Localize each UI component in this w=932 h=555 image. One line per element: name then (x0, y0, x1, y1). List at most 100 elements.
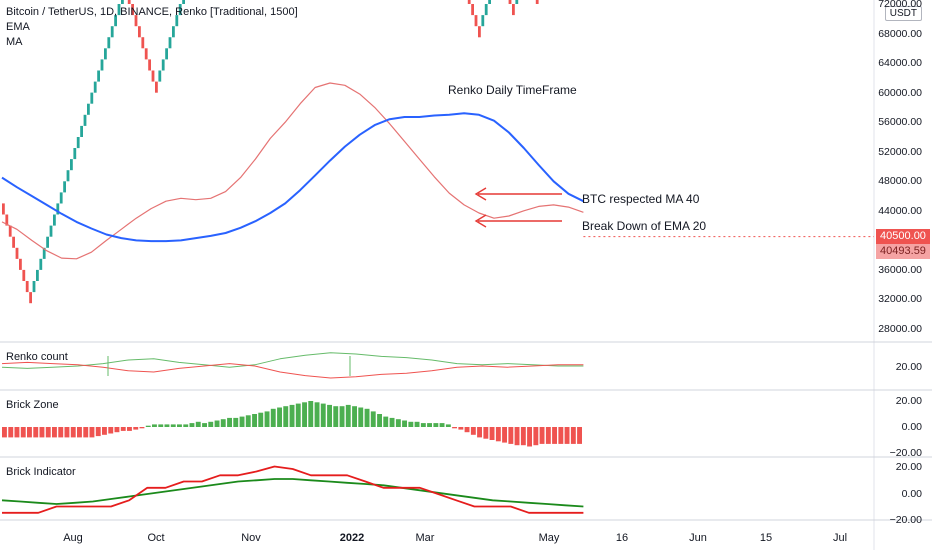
price-axis-tick: 32000.00 (878, 293, 922, 306)
renko-brick-up (42, 247, 46, 259)
currency-unit-button[interactable]: USDT (884, 6, 922, 21)
ema20-line (1, 82, 584, 260)
brick-zone-bar-down (33, 427, 39, 438)
renko-brick-up (76, 137, 80, 149)
renko-brick-down (19, 258, 22, 270)
renko-brick-up (39, 258, 43, 270)
brick-zone-bar-up (358, 407, 364, 427)
renko-brick-up (182, 0, 185, 5)
renko-brick-down (148, 59, 151, 71)
renko-brick-up (70, 159, 73, 171)
renko-brick-down (15, 247, 19, 259)
price-axis-tick: 72000.00 (878, 0, 922, 10)
renko-brick-up (481, 15, 485, 27)
ema-indicator-label[interactable]: EMA (6, 21, 30, 33)
renko-brick-up (66, 170, 70, 182)
renko-brick-up (178, 4, 182, 16)
time-axis-label: Jul (832, 532, 848, 544)
pane-axis-tick: 20.00 (895, 395, 922, 407)
brick-zone-bar-down (127, 427, 132, 431)
brick-zone-bar-down (533, 427, 539, 446)
brick-zone-bar-up (327, 404, 332, 427)
brick-zone-bar-down (95, 427, 101, 437)
renko-brick-up (104, 48, 107, 60)
renko-brick-up (114, 15, 117, 27)
brick-zone-bar-down (539, 427, 545, 444)
brick-zone-bar-up (414, 421, 420, 427)
brick-zone-bar-down (52, 427, 57, 438)
time-axis-label: Nov (241, 532, 261, 544)
ma-value-tag: 40493.59 (876, 244, 930, 259)
renko-brick-down (5, 214, 9, 226)
renko-brick-down (12, 236, 15, 248)
time-axis-label: 15 (759, 532, 773, 544)
renko-brick-up (117, 4, 121, 16)
renko-brick-down (508, 0, 512, 5)
pane-axis-tick: 0.00 (901, 488, 922, 500)
time-axis-label: Jun (689, 532, 707, 544)
renko-count-green-line (1, 352, 584, 369)
renko-brick-down (535, 0, 539, 5)
brick-zone-bar-up (208, 421, 214, 427)
symbol-title: Bitcoin / TetherUS, 1D, BINANCE, Renko [… (6, 6, 298, 18)
renko-brick-down (134, 15, 138, 27)
brick-zone-bar-up (420, 423, 426, 427)
brick-zone-bar-up (270, 408, 276, 427)
brick-zone-bar-up (289, 404, 295, 427)
ma-indicator-label[interactable]: MA (6, 36, 23, 48)
renko-brick-up (484, 4, 488, 16)
brick-zone-bar-up (383, 416, 389, 427)
renko-brick-up (80, 125, 83, 137)
brick-zone-bar-down (14, 427, 20, 438)
brick-zone-bar-down (458, 427, 464, 430)
price-axis-tick: 44000.00 (878, 204, 922, 217)
ma40-line (1, 112, 584, 243)
brick-zone-bar-up (314, 402, 320, 427)
renko-brick-up (515, 0, 519, 5)
brick-zone-bar-down (89, 427, 95, 438)
brick-zone-bar-down (27, 427, 32, 438)
brick-zone-bar-up (152, 424, 157, 427)
time-axis-label: Aug (63, 532, 83, 544)
brick-zone-bar-up (333, 406, 339, 427)
pane-axis-tick: 20.00 (895, 461, 922, 473)
renko-brick-up (49, 225, 53, 237)
brick-zone-bar-down (452, 427, 457, 429)
pane-axis-tick: −20.00 (889, 447, 922, 459)
renko-brick-up (83, 114, 87, 126)
brick-zone-bar-down (483, 427, 489, 439)
renko-brick-down (141, 37, 145, 49)
brick-zone-bar-up (445, 424, 451, 427)
time-axis-label: Oct (147, 532, 165, 544)
brick-zone-bar-up (389, 417, 395, 427)
price-axis-tick: 64000.00 (878, 57, 922, 70)
brick-zone-bar-down (502, 427, 507, 443)
brick-zone-bar-up (302, 402, 307, 427)
brick-zone-bar-up (158, 424, 164, 427)
brick-zone-bar-up (395, 419, 401, 427)
brick-zone-bar-down (558, 427, 564, 444)
renko-brick-down (2, 203, 5, 215)
brick-zone-bar-down (545, 427, 551, 444)
renko-count-red-line (1, 361, 584, 379)
renko-brick-down (467, 0, 471, 5)
renko-brick-down (474, 15, 478, 27)
renko-brick-up (87, 103, 90, 115)
renko-brick-down (478, 26, 481, 38)
brick-zone-bar-up (264, 411, 270, 427)
pane-title-brick-zone: Brick Zone (6, 399, 59, 411)
ma-arrow-head (474, 187, 487, 201)
brick-zone-bar-down (58, 427, 64, 438)
renko-brick-up (172, 26, 175, 38)
brick-zone-bar-up (202, 423, 207, 427)
renko-brick-up (488, 0, 491, 5)
time-axis-label: 16 (615, 532, 629, 544)
brick-zone-bar-up (183, 424, 189, 427)
brick-zone-bar-up (145, 425, 151, 427)
renko-brick-up (97, 70, 100, 82)
brick-zone-bar-down (133, 427, 139, 430)
brick-zone-bar-down (564, 427, 570, 444)
renko-brick-up (100, 59, 104, 71)
